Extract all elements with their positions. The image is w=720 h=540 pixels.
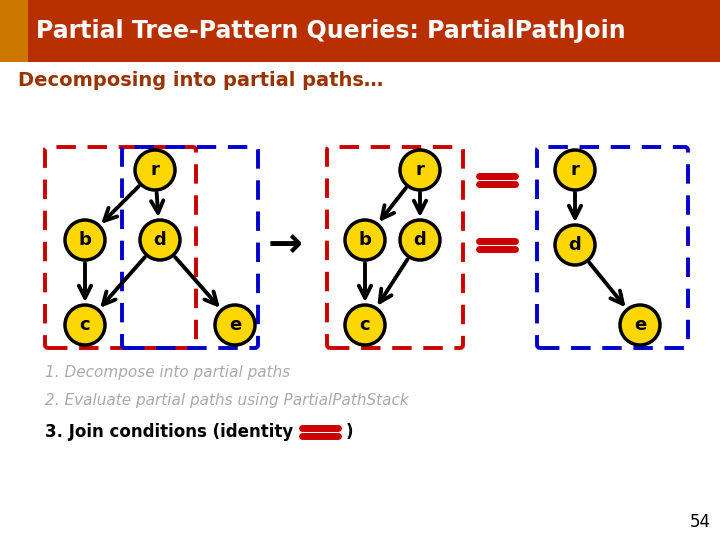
Circle shape <box>215 305 255 345</box>
Text: d: d <box>413 231 426 249</box>
Bar <box>0 0 28 62</box>
Circle shape <box>400 150 440 190</box>
Text: d: d <box>153 231 166 249</box>
Circle shape <box>65 220 105 260</box>
Circle shape <box>620 305 660 345</box>
Text: 2. Evaluate partial paths using PartialPathStack: 2. Evaluate partial paths using PartialP… <box>45 393 409 408</box>
Text: e: e <box>634 316 646 334</box>
Text: c: c <box>80 316 90 334</box>
Circle shape <box>555 225 595 265</box>
Circle shape <box>140 220 180 260</box>
Text: 1. Decompose into partial paths: 1. Decompose into partial paths <box>45 364 290 380</box>
Text: b: b <box>78 231 91 249</box>
Bar <box>0 0 720 62</box>
Circle shape <box>555 150 595 190</box>
Text: →: → <box>268 224 302 266</box>
Circle shape <box>135 150 175 190</box>
Circle shape <box>400 220 440 260</box>
Circle shape <box>345 305 385 345</box>
Text: Partial Tree-Pattern Queries: PartialPathJoin: Partial Tree-Pattern Queries: PartialPat… <box>36 19 626 43</box>
Text: c: c <box>360 316 370 334</box>
Text: ): ) <box>346 423 354 441</box>
Text: b: b <box>359 231 372 249</box>
Circle shape <box>345 220 385 260</box>
Text: e: e <box>229 316 241 334</box>
Text: 3. Join conditions (identity: 3. Join conditions (identity <box>45 423 299 441</box>
Text: r: r <box>570 161 580 179</box>
Text: d: d <box>569 236 581 254</box>
Circle shape <box>65 305 105 345</box>
Text: r: r <box>150 161 159 179</box>
Text: r: r <box>415 161 424 179</box>
Text: 54: 54 <box>690 513 711 531</box>
Text: Decomposing into partial paths…: Decomposing into partial paths… <box>18 71 383 90</box>
